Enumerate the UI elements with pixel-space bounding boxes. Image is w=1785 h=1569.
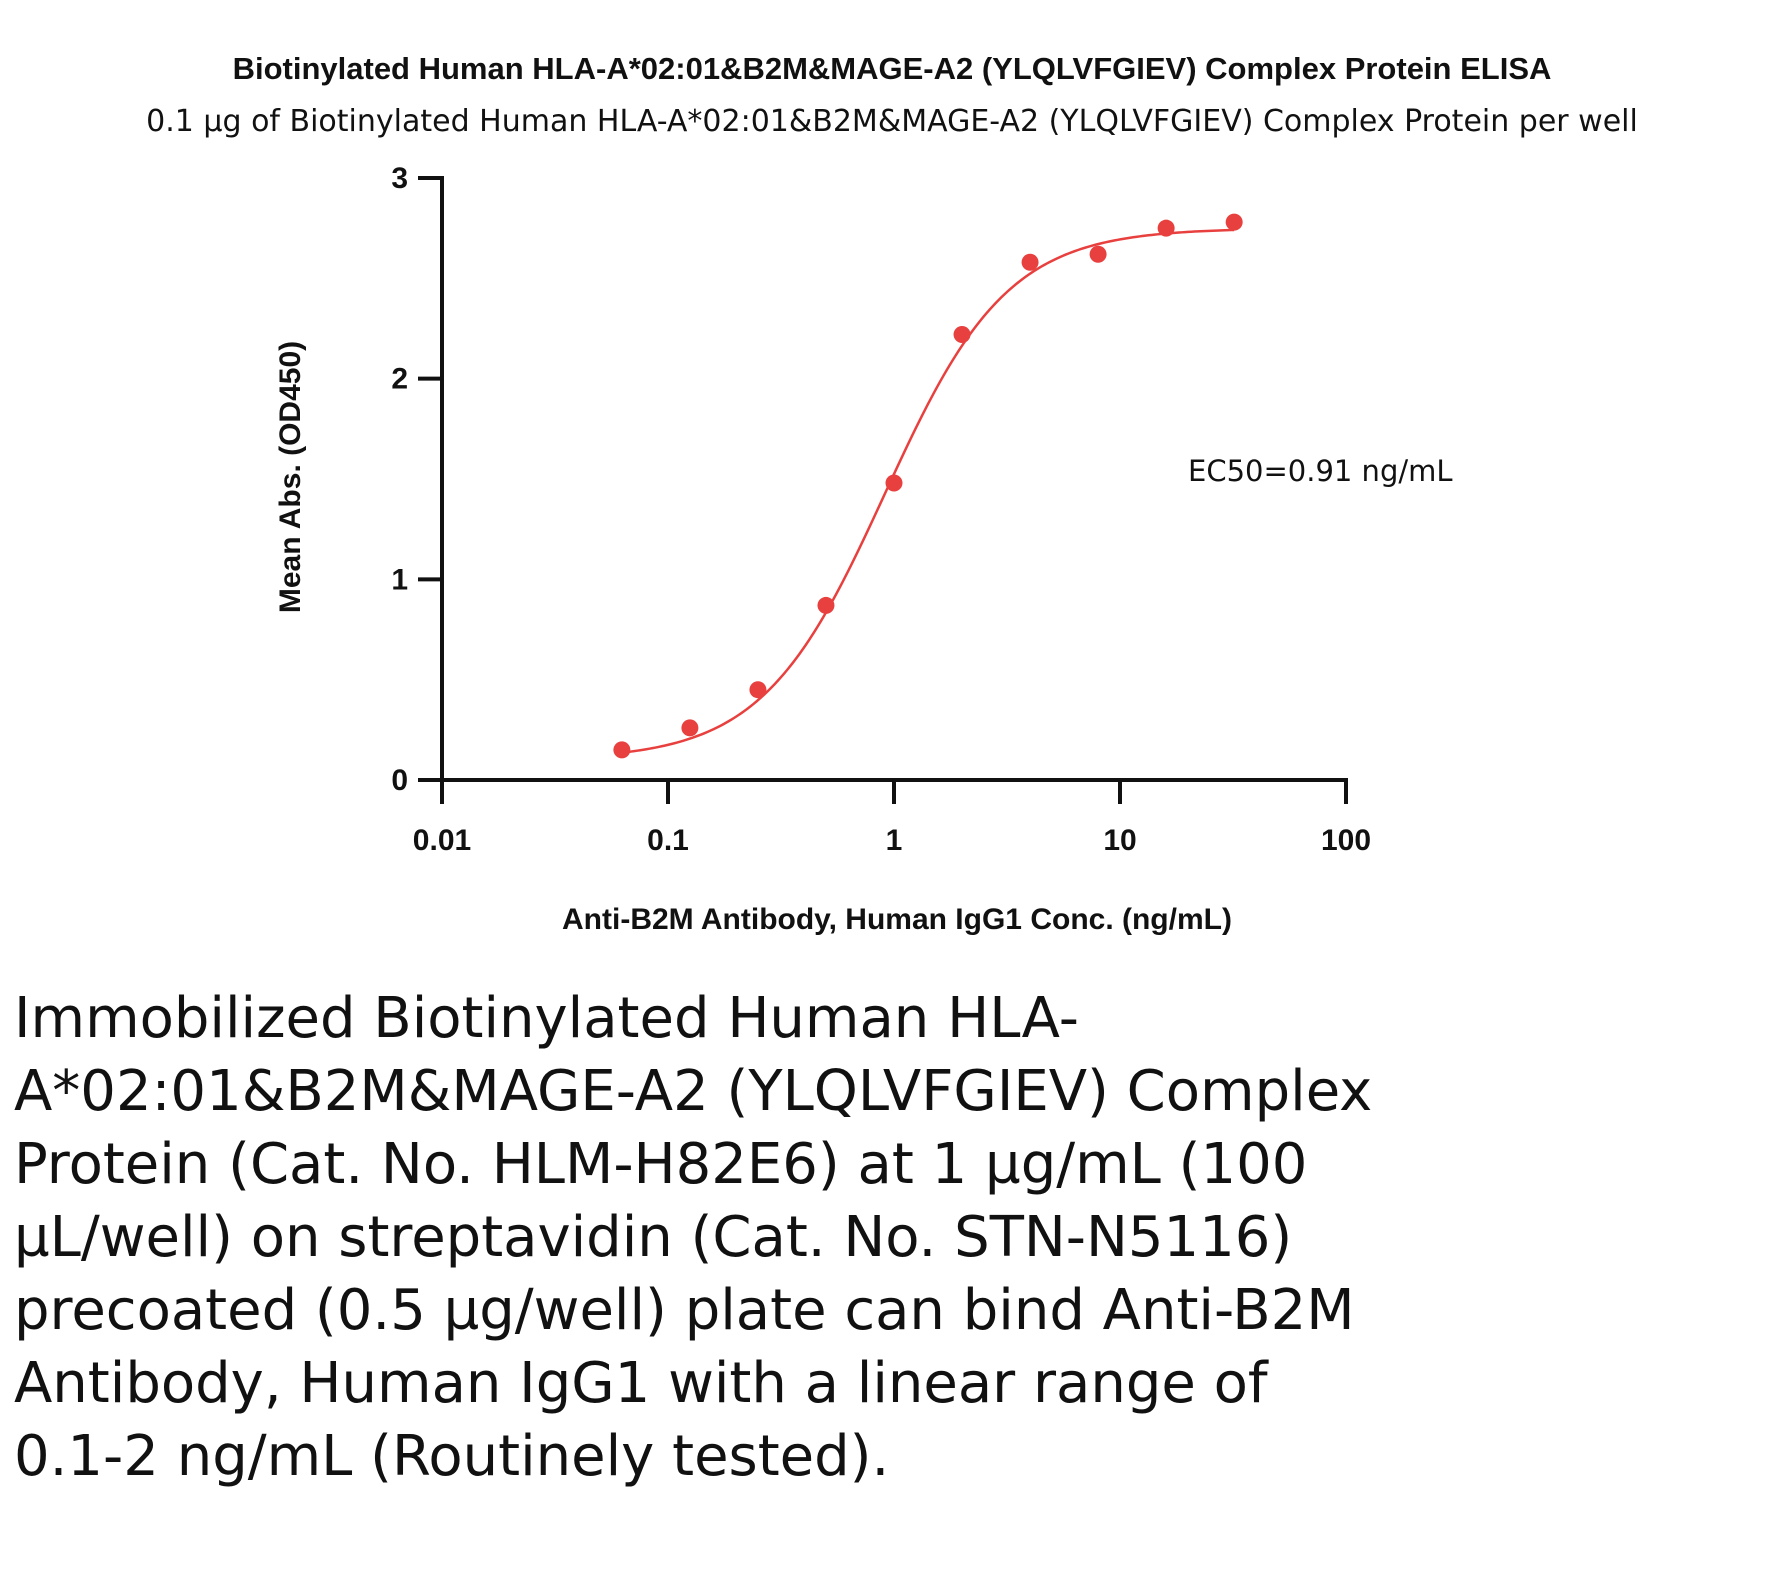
chart-subtitle: 0.1 µg of Biotinylated Human HLA-A*02:01…: [146, 104, 1638, 139]
data-point: [1089, 245, 1107, 263]
data-point: [613, 741, 631, 759]
data-point: [1225, 213, 1243, 231]
data-point: [953, 326, 971, 344]
ec50-annotation: EC50=0.91 ng/mL: [1188, 454, 1453, 488]
x-tick-label: 100: [1321, 824, 1371, 857]
x-tick-label: 10: [1103, 824, 1136, 857]
data-point: [1021, 253, 1039, 271]
y-tick-label: 2: [391, 363, 408, 396]
x-tick-label: 0.1: [647, 824, 689, 857]
data-points-layer: [613, 213, 1243, 759]
figure-caption: Immobilized Biotinylated Human HLA-A*02:…: [14, 986, 1373, 1489]
y-tick-label: 1: [391, 563, 408, 596]
data-point: [681, 719, 699, 737]
fit-curve-layer: [621, 228, 1235, 754]
chart-title: Biotinylated Human HLA-A*02:01&B2M&MAGE-…: [233, 51, 1552, 86]
data-point: [749, 681, 767, 699]
y-axis-label: Mean Abs. (OD450): [274, 341, 307, 613]
data-point: [885, 474, 903, 492]
x-tick-label: 0.01: [413, 824, 471, 857]
data-point: [817, 596, 835, 614]
y-tick-label: 3: [391, 162, 408, 195]
elisa-chart: Biotinylated Human HLA-A*02:01&B2M&MAGE-…: [146, 51, 1638, 936]
chart-axes: 0 1 2 3 0.01 0.1 1 10 100: [391, 162, 1371, 857]
y-tick-label: 0: [391, 764, 408, 797]
fit-curve: [621, 228, 1235, 754]
x-tick-label: 1: [886, 824, 903, 857]
data-point: [1157, 219, 1175, 237]
x-axis-label: Anti-B2M Antibody, Human IgG1 Conc. (ng/…: [562, 903, 1232, 936]
